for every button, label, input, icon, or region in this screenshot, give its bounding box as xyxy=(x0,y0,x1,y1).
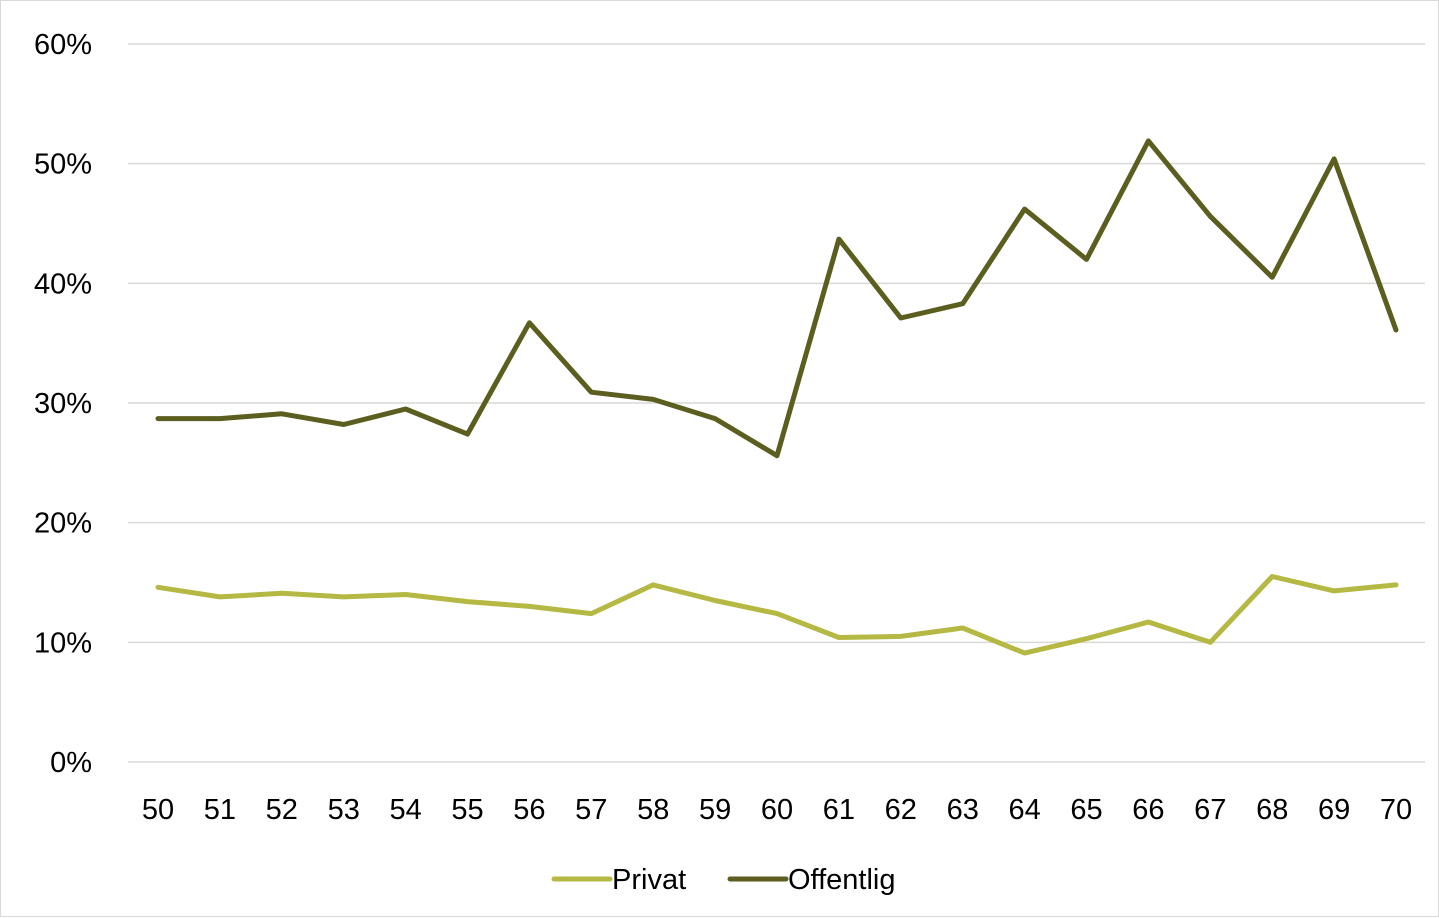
y-axis-ticks: 0% 10% 20% 30% 40% 50% 60% xyxy=(34,29,92,779)
x-tick-label: 50 xyxy=(142,794,174,826)
legend-label-offentlig: Offentlig xyxy=(788,864,895,896)
x-tick-label: 62 xyxy=(885,794,917,826)
y-tick-label: 20% xyxy=(34,508,92,540)
series-line-offentlig xyxy=(155,138,1399,459)
x-tick-label: 70 xyxy=(1380,794,1412,826)
y-tick-label: 0% xyxy=(50,747,92,779)
series-line-privat xyxy=(155,574,1399,656)
x-tick-label: 68 xyxy=(1256,794,1288,826)
x-tick-label: 61 xyxy=(823,794,855,826)
x-tick-label: 58 xyxy=(637,794,669,826)
x-tick-label: 69 xyxy=(1318,794,1350,826)
x-tick-label: 55 xyxy=(451,794,483,826)
x-tick-label: 51 xyxy=(204,794,236,826)
x-tick-label: 63 xyxy=(947,794,979,826)
series-lines xyxy=(155,138,1399,656)
x-tick-label: 59 xyxy=(699,794,731,826)
y-tick-label: 10% xyxy=(34,627,92,659)
x-tick-label: 56 xyxy=(513,794,545,826)
x-tick-label: 57 xyxy=(575,794,607,826)
x-tick-label: 54 xyxy=(389,794,421,826)
x-tick-label: 64 xyxy=(1008,794,1040,826)
y-tick-label: 50% xyxy=(34,149,92,181)
x-tick-label: 66 xyxy=(1132,794,1164,826)
x-tick-label: 53 xyxy=(328,794,360,826)
gridlines xyxy=(128,43,1425,763)
x-tick-label: 67 xyxy=(1194,794,1226,826)
legend: Privat Offentlig xyxy=(551,864,895,896)
x-axis-ticks: 50 51 52 53 54 55 56 57 58 59 60 61 62 63 64 65 66 67 68 69… xyxy=(142,794,1412,826)
y-tick-label: 60% xyxy=(34,29,92,61)
x-tick-label: 65 xyxy=(1070,794,1102,826)
y-tick-label: 40% xyxy=(34,268,92,300)
legend-label-privat: Privat xyxy=(612,864,686,896)
y-tick-label: 30% xyxy=(34,388,92,420)
x-tick-label: 60 xyxy=(761,794,793,826)
x-tick-label: 52 xyxy=(266,794,298,826)
